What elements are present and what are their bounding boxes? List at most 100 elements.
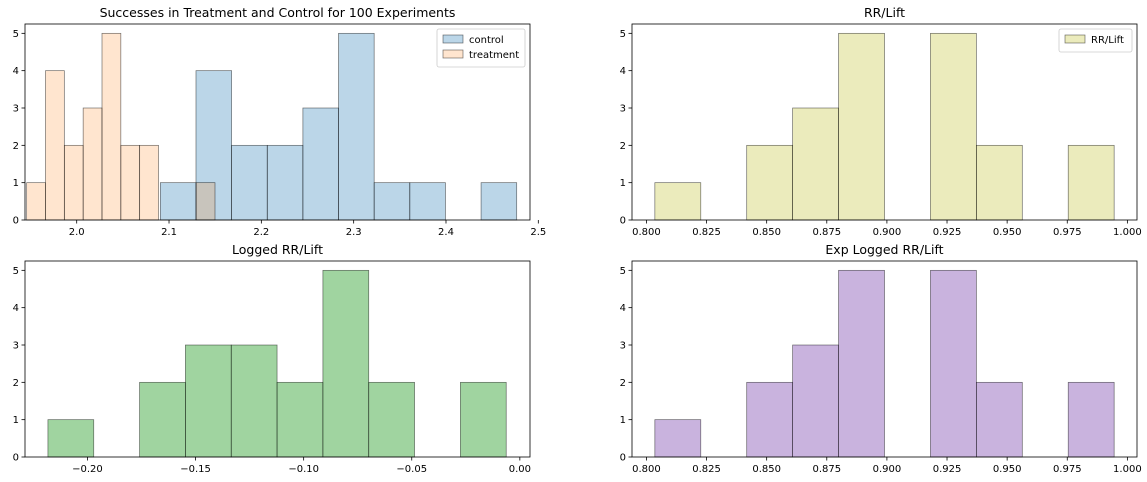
histogram-bar-treatment-2 bbox=[63, 144, 84, 221]
y-tick-label: 4 bbox=[620, 303, 626, 314]
histogram-bar-series-0-0 bbox=[47, 419, 95, 458]
x-tick-label: −0.20 bbox=[72, 464, 103, 475]
histogram-bar-treatment-3 bbox=[82, 107, 103, 221]
x-tick-label: 2.1 bbox=[161, 227, 177, 238]
y-tick-label: 5 bbox=[620, 29, 626, 40]
histogram-bar-treatment-6 bbox=[139, 144, 159, 221]
y-tick-label: 5 bbox=[13, 266, 19, 277]
legend: RR/Lift bbox=[1058, 28, 1133, 53]
y-tick-label: 0 bbox=[13, 216, 19, 227]
x-tick-label: 0.900 bbox=[873, 464, 902, 475]
x-tick-label: 0.875 bbox=[812, 227, 841, 238]
subplot-logged-rr-lift: Logged RR/Lift −0.20 −0.15 −0.10 −0.05 0.00 0 1… bbox=[13, 242, 531, 475]
histogram-bar-rr-lift-3 bbox=[792, 107, 839, 221]
x-tick-label: −0.10 bbox=[288, 464, 319, 475]
histogram-bar-control-9 bbox=[480, 182, 518, 221]
x-tick-label: 0.850 bbox=[752, 227, 781, 238]
histogram-bar-rr-lift-0 bbox=[654, 182, 702, 221]
x-tick-label: −0.15 bbox=[180, 464, 211, 475]
histogram-bar-control-3 bbox=[266, 144, 304, 221]
histogram-bar-control-1 bbox=[195, 70, 232, 221]
y-tick-label: 4 bbox=[13, 303, 19, 314]
y-tick-label: 4 bbox=[620, 66, 626, 77]
subplot-control-treatment: Successes in Treatment and Control for 1… bbox=[13, 5, 547, 238]
histogram-bar-treatment-9 bbox=[195, 182, 216, 221]
histogram-bar-rr-lift-9 bbox=[1067, 144, 1115, 221]
histogram-bar-treatment-0 bbox=[26, 182, 46, 221]
x-tick-label: 0.825 bbox=[692, 227, 721, 238]
axes-frame bbox=[24, 23, 531, 221]
y-tick-label: 3 bbox=[620, 341, 626, 352]
histogram-bar-series-0-9 bbox=[1067, 381, 1115, 458]
histogram-bar-series-0-6 bbox=[322, 269, 370, 458]
y-tick-label: 1 bbox=[13, 415, 19, 426]
x-tick-label: 2.4 bbox=[438, 227, 454, 238]
y-tick-label: 3 bbox=[13, 341, 19, 352]
histogram-bar-control-7 bbox=[409, 182, 446, 221]
histogram-bar-series-0-2 bbox=[139, 381, 186, 458]
histogram-bar-series-0-4 bbox=[838, 269, 885, 458]
axes-frame bbox=[631, 23, 1138, 221]
subplot-exp-logged-rr-lift: Exp Logged RR/Lift 0.800 0.825 0.850 0.875 0.… bbox=[620, 242, 1142, 475]
x-tick-label: −0.05 bbox=[396, 464, 427, 475]
chart-title: Exp Logged RR/Lift bbox=[825, 242, 943, 257]
y-tick-label: 0 bbox=[620, 216, 626, 227]
histogram-bar-control-6 bbox=[373, 182, 411, 221]
histogram-bar-series-0-6 bbox=[930, 269, 977, 458]
x-tick-label: 2.3 bbox=[346, 227, 362, 238]
x-tick-label: 0.925 bbox=[933, 227, 962, 238]
y-tick-label: 0 bbox=[13, 453, 19, 464]
x-tick-label: 0.925 bbox=[933, 464, 962, 475]
histogram-bar-series-0-2 bbox=[746, 381, 793, 458]
histogram-bar-series-0-9 bbox=[460, 381, 507, 458]
histogram-bar-series-0-4 bbox=[230, 344, 278, 458]
histogram-bar-rr-lift-4 bbox=[838, 32, 885, 221]
y-tick-label: 1 bbox=[620, 415, 626, 426]
y-tick-label: 1 bbox=[620, 178, 626, 189]
histogram-bar-control-5 bbox=[338, 32, 375, 221]
x-tick-label: 0.850 bbox=[752, 464, 781, 475]
legend-box bbox=[436, 28, 526, 68]
legend-label-rr-lift: RR/Lift bbox=[1091, 35, 1124, 46]
x-tick-label: 2.5 bbox=[530, 227, 546, 238]
y-tick-label: 1 bbox=[13, 178, 19, 189]
x-tick-label: 2.0 bbox=[69, 227, 85, 238]
y-tick-label: 0 bbox=[620, 453, 626, 464]
histogram-bar-treatment-5 bbox=[120, 144, 141, 221]
axes-frame bbox=[24, 260, 531, 458]
legend-label-control: control bbox=[469, 35, 504, 46]
legend-swatch-rr-lift bbox=[1064, 34, 1086, 44]
histogram-bar-rr-lift-7 bbox=[976, 144, 1023, 221]
histogram-bar-control-2 bbox=[231, 144, 268, 221]
x-tick-label: 0.825 bbox=[692, 464, 721, 475]
histogram-bar-series-0-3 bbox=[792, 344, 839, 458]
y-tick-label: 2 bbox=[620, 141, 626, 152]
histogram-bar-control-0 bbox=[159, 182, 197, 221]
histogram-bar-rr-lift-6 bbox=[930, 32, 977, 221]
y-tick-label: 3 bbox=[620, 104, 626, 115]
histogram-bar-series-0-0 bbox=[654, 419, 702, 458]
x-tick-label: 0.800 bbox=[632, 464, 661, 475]
x-tick-label: 1.000 bbox=[1113, 227, 1142, 238]
x-tick-label: 1.000 bbox=[1113, 464, 1142, 475]
x-tick-label: 0.975 bbox=[1053, 227, 1082, 238]
chart-title: Logged RR/Lift bbox=[232, 242, 323, 257]
y-tick-label: 4 bbox=[13, 66, 19, 77]
histogram-bar-series-0-7 bbox=[976, 381, 1023, 458]
y-tick-label: 2 bbox=[13, 378, 19, 389]
subplot-rr-lift: RR/Lift 0.800 0.825 0.850 0.875 0.900 0.925 0.9… bbox=[620, 5, 1142, 238]
x-tick-label: 0.900 bbox=[873, 227, 902, 238]
histogram-bar-treatment-1 bbox=[45, 70, 65, 221]
legend-swatch-control bbox=[442, 34, 464, 44]
histogram-bar-series-0-3 bbox=[185, 344, 232, 458]
y-tick-label: 5 bbox=[620, 266, 626, 277]
histogram-bar-control-4 bbox=[302, 107, 339, 221]
x-tick-label: 0.950 bbox=[993, 227, 1022, 238]
x-tick-label: 0.875 bbox=[812, 464, 841, 475]
legend-label-treatment: treatment bbox=[469, 50, 519, 61]
x-tick-label: 2.2 bbox=[253, 227, 269, 238]
histogram-bar-series-0-7 bbox=[368, 381, 415, 458]
x-tick-label: 0.950 bbox=[993, 464, 1022, 475]
y-tick-label: 3 bbox=[13, 104, 19, 115]
legend-swatch-treatment bbox=[442, 49, 464, 59]
